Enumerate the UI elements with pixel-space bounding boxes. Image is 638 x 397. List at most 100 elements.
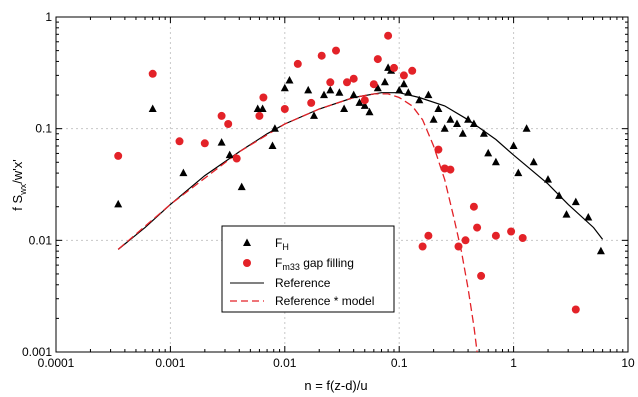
- fh-point: [479, 129, 488, 137]
- fm33-point: [332, 46, 340, 55]
- legend: FH Fm33 gap filling Reference Reference …: [221, 225, 395, 313]
- fm33-point: [418, 242, 427, 251]
- y-axis-title-rest: /w'x': [10, 159, 25, 183]
- fh-point: [326, 85, 335, 94]
- fm33-point: [280, 105, 289, 113]
- fh-point: [304, 85, 313, 94]
- fm33-point: [446, 165, 455, 174]
- fm33-point: [114, 151, 123, 160]
- fm33-point: [326, 78, 335, 87]
- fm33-point: [293, 59, 302, 68]
- fh-point: [360, 101, 369, 109]
- x-tick-label: 0.1: [391, 356, 408, 370]
- fh-point: [469, 119, 478, 127]
- legend-label-fh-main: F: [275, 236, 282, 250]
- fm33-point: [424, 231, 433, 240]
- fh-point: [179, 168, 188, 177]
- fm33-point: [217, 111, 226, 120]
- fm33-point: [317, 51, 326, 60]
- fh-point: [522, 124, 531, 132]
- fh-point: [440, 124, 449, 132]
- fh-point: [335, 88, 344, 96]
- fh-point: [114, 199, 123, 208]
- y-tick-label: 0.01: [29, 233, 53, 247]
- y-tick-label: 0.1: [35, 122, 52, 136]
- fm33-point: [469, 202, 478, 211]
- fh-point: [571, 197, 580, 206]
- fm33-point: [307, 98, 316, 107]
- fh-point: [380, 77, 389, 86]
- fm33-point: [454, 242, 463, 251]
- fm33-point: [399, 71, 408, 80]
- fm33-point: [232, 154, 241, 163]
- fh-point: [491, 157, 500, 166]
- series-layer: [114, 31, 605, 353]
- legend-label-fh-sub: H: [282, 242, 289, 252]
- fh-point: [280, 83, 289, 92]
- legend-label-fm33-sub: m33: [282, 262, 300, 272]
- fm33-point: [200, 139, 209, 148]
- fh-point: [225, 150, 234, 159]
- x-tick-labels: 0.0001 0.001 0.01 0.1 1 10: [38, 356, 635, 370]
- fh-point: [373, 83, 382, 92]
- fm33-point: [473, 223, 482, 232]
- fm33-point: [224, 120, 233, 128]
- x-tick-label: 1: [510, 356, 517, 370]
- fm33-point: [384, 31, 393, 40]
- fh-point: [268, 141, 277, 149]
- fh-point: [446, 115, 455, 123]
- fh-point: [484, 148, 493, 157]
- fm33-point: [477, 271, 486, 280]
- fh-point: [270, 124, 279, 132]
- fm33-point: [518, 234, 527, 242]
- fh-point: [544, 175, 552, 183]
- fh-point: [310, 111, 318, 119]
- legend-label-fm33-suffix: gap filling: [300, 256, 354, 270]
- legend-label-fm33: Fm33 gap filling: [275, 256, 354, 272]
- x-tick-label: 0.01: [273, 356, 297, 370]
- fh-point: [555, 191, 564, 199]
- fh-point: [148, 104, 157, 112]
- fh-point: [237, 182, 246, 191]
- fh-point: [365, 107, 374, 116]
- fh-point: [453, 119, 461, 127]
- y-tick-label: 1: [45, 10, 52, 24]
- y-tick-label: 0.001: [22, 345, 52, 359]
- fh-point: [458, 129, 467, 137]
- x-tick-label: 10: [621, 356, 635, 370]
- fh-point: [217, 138, 226, 146]
- fh-point: [395, 85, 404, 94]
- fm33-point: [373, 55, 382, 64]
- fh-point: [584, 213, 593, 221]
- fm33-point: [390, 63, 398, 72]
- fm33-point: [408, 66, 417, 75]
- reference-model-curve: [117, 93, 478, 353]
- legend-label-reference-model: Reference * model: [275, 294, 374, 308]
- x-tick-label: 0.0001: [38, 356, 75, 370]
- fh-point: [424, 90, 433, 99]
- fh-point: [514, 168, 523, 177]
- legend-label-fm33-main: F: [275, 256, 282, 270]
- fh-point: [529, 157, 538, 166]
- y-axis-title: f Swx/w'x': [10, 159, 28, 210]
- fh-point: [596, 246, 605, 255]
- fm33-point: [255, 111, 264, 120]
- fh-point: [355, 98, 364, 106]
- fm33-point: [175, 137, 184, 146]
- legend-box: [221, 225, 395, 313]
- fm33-point: [259, 93, 268, 102]
- fh-point: [429, 115, 438, 123]
- fm33-point: [148, 69, 157, 78]
- x-axis-title: n = f(z-d)/u: [304, 378, 367, 393]
- fh-point: [285, 76, 294, 84]
- axis-ticks: [55, 16, 629, 353]
- y-axis-title-sub: wx: [18, 183, 28, 195]
- legend-marker-triangle: [243, 238, 251, 246]
- legend-marker-circle: [243, 259, 251, 267]
- fm33-point: [461, 236, 470, 245]
- fm33-point: [491, 231, 500, 240]
- fm33-point: [369, 80, 378, 89]
- fm33-point: [343, 78, 351, 87]
- fh-point: [320, 90, 328, 99]
